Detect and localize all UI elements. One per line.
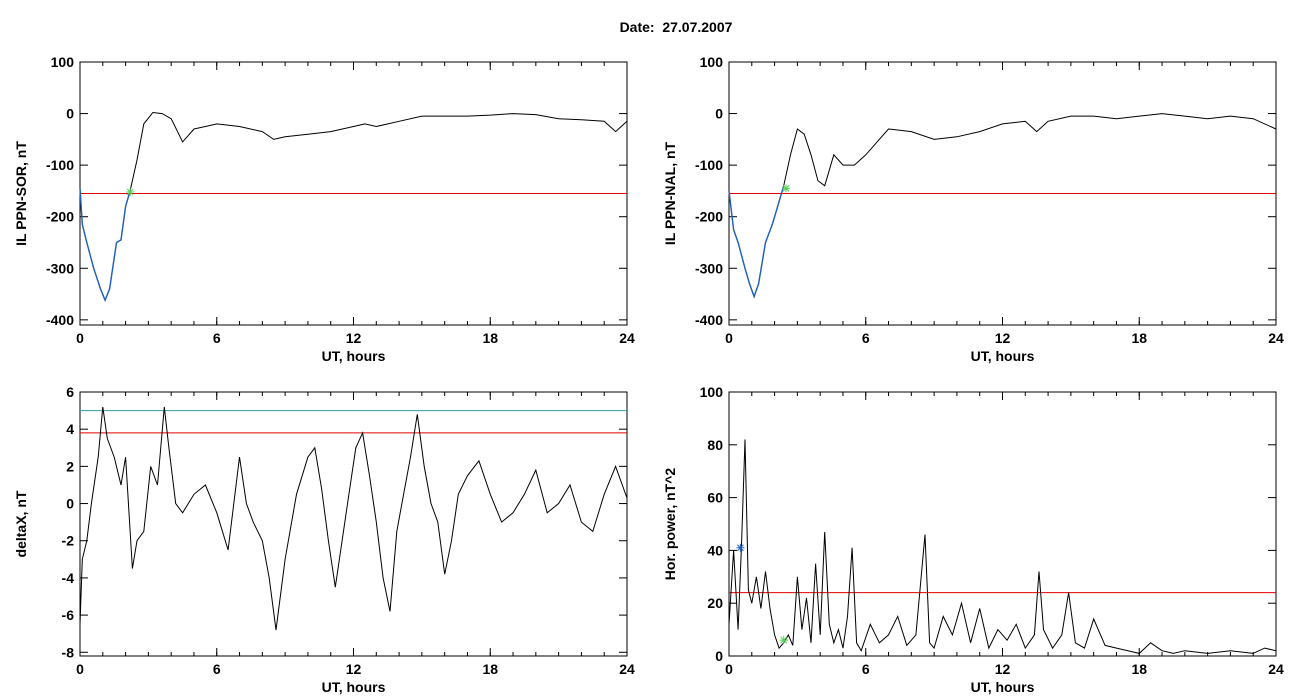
series-line	[728, 113, 1277, 299]
y-tick-label: 80	[707, 437, 723, 453]
x-tick-label: 24	[619, 661, 635, 677]
y-tick-label: -300	[46, 260, 74, 276]
x-tick-label: 24	[1268, 330, 1284, 346]
y-tick-label: 0	[715, 648, 723, 664]
highlight-series-line	[728, 185, 785, 299]
x-tick-label: 0	[76, 661, 84, 677]
highlight-series-line	[79, 188, 131, 303]
y-tick-label: 100	[700, 54, 724, 70]
series-line	[728, 439, 1277, 654]
x-tick-label: 12	[995, 661, 1011, 677]
marker-stroke	[126, 188, 134, 196]
x-axis-label: UT, hours	[322, 679, 386, 695]
plot-frame	[728, 391, 1277, 657]
x-tick-label: 6	[213, 330, 221, 346]
y-tick-label: -300	[695, 260, 723, 276]
chart-panel-1: 0 6 12 18 24 100 0 -100 -200 -300 -400 UT, hours IL …	[13, 54, 635, 364]
marker-stroke	[737, 544, 744, 552]
y-tick-label: -8	[62, 644, 75, 660]
y-tick-label: 2	[66, 458, 74, 474]
x-tick-label: 0	[725, 330, 733, 346]
marker-stroke	[782, 184, 790, 192]
x-tick-label: 24	[619, 330, 635, 346]
y-tick-label: 20	[707, 595, 723, 611]
x-tick-label: 12	[346, 330, 362, 346]
y-tick-label: 6	[66, 384, 74, 400]
event-marker	[126, 187, 135, 196]
x-tick-label: 12	[346, 661, 362, 677]
x-tick-label: 6	[862, 661, 870, 677]
x-tick-label: 6	[213, 661, 221, 677]
chart-panel-2: 0 6 12 18 24 100 0 -100 -200 -300 -400 UT, hours IL …	[662, 54, 1284, 364]
event-marker	[779, 636, 788, 645]
y-tick-label: 0	[66, 496, 74, 512]
y-tick-label: 0	[66, 106, 74, 122]
x-tick-label: 18	[1131, 330, 1147, 346]
chart-panel-4: 0 6 12 18 24 100 80 60 40 20 0 UT, hours Hor. power,…	[662, 384, 1284, 695]
y-tick-label: -2	[62, 533, 75, 549]
chart-panel-3: 0 6 12 18 24 6 4 2 0 -2 -4 -6 -8 UT, hours deltaX, nT	[13, 384, 635, 695]
x-tick-label: 18	[482, 330, 498, 346]
y-tick-label: 4	[66, 421, 74, 437]
y-tick-label: -4	[62, 570, 75, 586]
y-tick-label: -400	[695, 312, 723, 328]
y-tick-label: 100	[51, 54, 75, 70]
x-axis-label: UT, hours	[971, 679, 1035, 695]
y-tick-label: -400	[46, 312, 74, 328]
y-axis-label: deltaX, nT	[13, 490, 29, 557]
x-tick-label: 0	[76, 330, 84, 346]
y-tick-label: -100	[695, 157, 723, 173]
marker-stroke	[780, 636, 788, 644]
y-tick-label: 40	[707, 542, 723, 558]
x-tick-label: 12	[995, 330, 1011, 346]
x-axis-label: UT, hours	[322, 348, 386, 364]
y-tick-label: -200	[46, 209, 74, 225]
event-marker	[736, 543, 745, 552]
y-axis-label: IL PPN-NAL, nT	[662, 141, 678, 245]
event-marker	[781, 184, 790, 193]
x-tick-label: 18	[482, 661, 498, 677]
x-tick-label: 0	[725, 661, 733, 677]
y-tick-label: -100	[46, 157, 74, 173]
y-tick-label: -200	[695, 209, 723, 225]
x-tick-label: 6	[862, 330, 870, 346]
y-tick-label: 0	[715, 106, 723, 122]
y-axis-label: IL PPN-SOR, nT	[13, 141, 29, 246]
x-tick-label: 18	[1131, 661, 1147, 677]
page-title: Date: 27.07.2007	[619, 19, 733, 35]
y-tick-label: -6	[62, 607, 75, 623]
series-line	[79, 111, 628, 302]
y-tick-label: 60	[707, 490, 723, 506]
x-axis-label: UT, hours	[971, 348, 1035, 364]
x-tick-label: 24	[1268, 661, 1284, 677]
y-axis-label: Hor. power, nT^2	[662, 468, 678, 581]
y-tick-label: 100	[700, 384, 724, 400]
series-line	[79, 406, 628, 631]
